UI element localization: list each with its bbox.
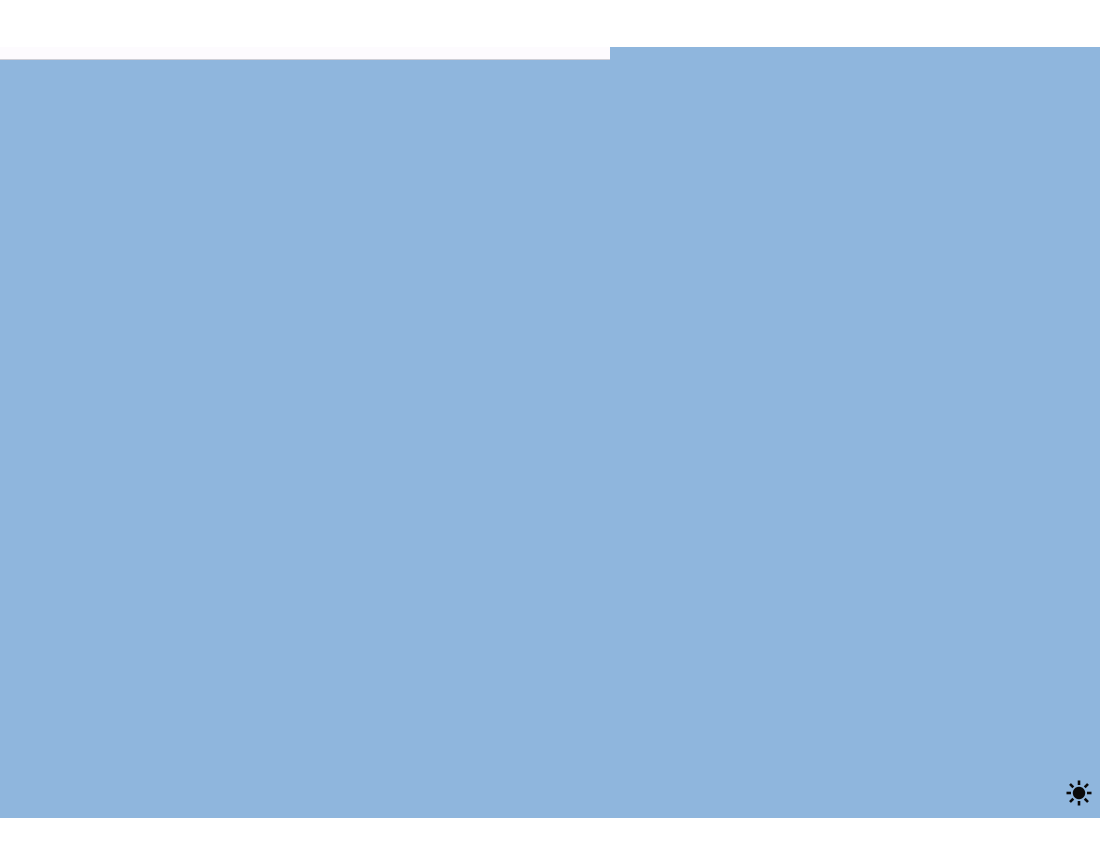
brand-watermark (1066, 771, 1092, 808)
colorbar (0, 818, 1100, 850)
colorbar-tick-labels (0, 818, 1100, 834)
temperature-field-canvas (0, 47, 1100, 818)
copyright-notice (0, 47, 610, 60)
temperature-map[interactable] (0, 47, 1100, 818)
colorbar-gradient (14, 834, 1086, 847)
header-bar (0, 0, 1100, 47)
sun-icon (1066, 771, 1092, 808)
